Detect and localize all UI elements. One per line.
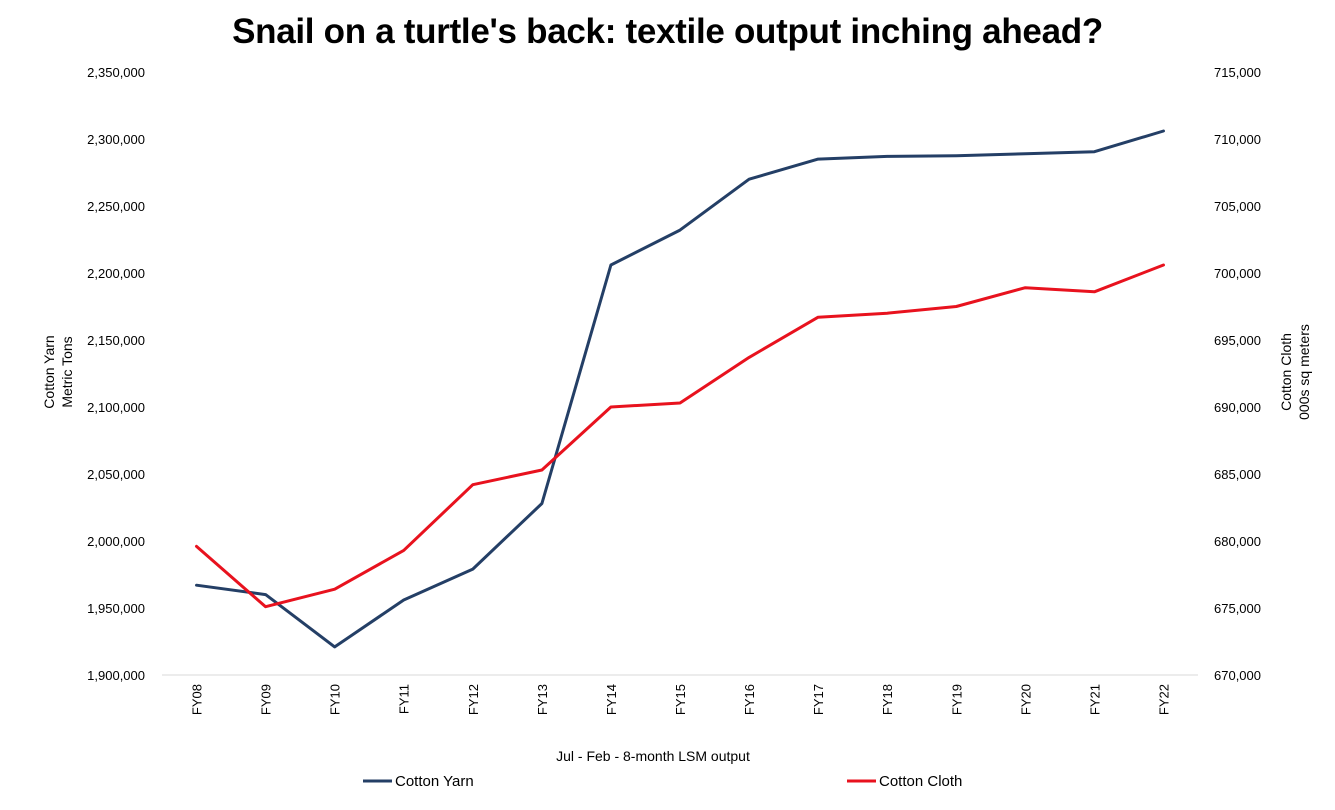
left-y-tick-label: 2,350,000	[87, 65, 145, 80]
right-y-axis: 670,000 675,000 680,000 685,000 690,000 695,0…	[1214, 65, 1261, 683]
series-line-cotton-cloth	[195, 263, 1165, 609]
right-y-tick-label: 700,000	[1214, 266, 1261, 281]
x-tick-label: FY09	[259, 684, 274, 715]
right-y-tick-label: 690,000	[1214, 400, 1261, 415]
x-tick-label: FY22	[1156, 684, 1171, 715]
x-tick-label: FY19	[949, 684, 964, 715]
right-y-tick-label: 685,000	[1214, 467, 1261, 482]
x-tick-label: FY21	[1087, 684, 1102, 715]
x-tick-label: FY20	[1018, 684, 1033, 715]
right-y-tick-label: 670,000	[1214, 668, 1261, 683]
legend-label-cotton-yarn: Cotton Yarn	[395, 773, 474, 790]
x-tick-label: FY13	[535, 684, 550, 715]
x-tick-label: FY16	[742, 684, 757, 715]
left-y-tick-label: 2,250,000	[87, 199, 145, 214]
left-y-tick-label: 2,150,000	[87, 333, 145, 348]
x-tick-label: FY15	[673, 684, 688, 715]
x-tick-label: FY18	[880, 684, 895, 715]
right-y-tick-label: 715,000	[1214, 65, 1261, 80]
legend: Cotton Yarn Cotton Cloth	[363, 773, 962, 790]
legend-item-cotton-cloth: Cotton Cloth	[847, 773, 962, 790]
right-y-tick-label: 710,000	[1214, 132, 1261, 147]
x-tick-label: FY14	[604, 684, 619, 715]
left-axis-title-line1: Cotton Yarn	[41, 335, 57, 408]
left-y-tick-label: 2,300,000	[87, 132, 145, 147]
x-axis: FY08 FY09 FY10 FY11 FY12 FY13 FY14 FY15 FY16 FY17…	[162, 674, 1198, 715]
x-tick-label: FY10	[328, 684, 343, 715]
left-y-tick-label: 2,200,000	[87, 266, 145, 281]
left-y-tick-label: 2,000,000	[87, 534, 145, 549]
series-layer	[195, 129, 1165, 649]
left-y-tick-label: 1,900,000	[87, 668, 145, 683]
right-y-tick-label: 680,000	[1214, 534, 1261, 549]
x-tick-label: FY11	[397, 684, 412, 714]
left-y-tick-label: 2,100,000	[87, 400, 145, 415]
series-line-cotton-yarn	[195, 129, 1165, 649]
right-y-tick-label: 695,000	[1214, 333, 1261, 348]
right-y-tick-label: 705,000	[1214, 199, 1261, 214]
left-axis-title-line2: Metric Tons	[59, 336, 75, 407]
legend-item-cotton-yarn: Cotton Yarn	[363, 773, 474, 790]
left-y-tick-label: 1,950,000	[87, 601, 145, 616]
right-axis-title-line1: Cotton Cloth	[1278, 333, 1294, 411]
right-axis-title-line2: 000s sq meters	[1296, 324, 1312, 420]
legend-label-cotton-cloth: Cotton Cloth	[879, 773, 962, 790]
x-axis-title: Jul - Feb - 8-month LSM output	[556, 748, 750, 764]
x-tick-label: FY12	[466, 684, 481, 715]
x-tick-label: FY17	[811, 684, 826, 715]
right-y-tick-label: 675,000	[1214, 601, 1261, 616]
left-y-tick-label: 2,050,000	[87, 467, 145, 482]
x-tick-label: FY08	[190, 684, 205, 715]
chart-title: Snail on a turtle's back: textile output…	[232, 12, 1103, 51]
left-y-axis: 1,900,000 1,950,000 2,000,000 2,050,000 2,10…	[87, 65, 145, 683]
